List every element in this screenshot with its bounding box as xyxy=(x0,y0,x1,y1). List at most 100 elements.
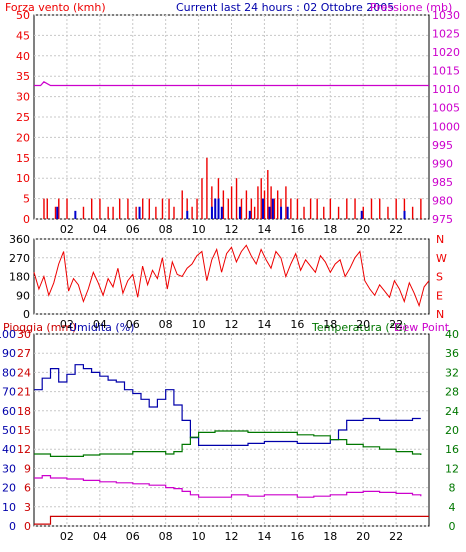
temp-tick-label: 12 xyxy=(445,462,459,475)
wind-bar xyxy=(420,198,422,219)
x-tick-label: 14 xyxy=(257,318,271,331)
rain-tick-label: 18 xyxy=(17,405,31,418)
temperature-axis-title: Temperatura (°C) xyxy=(311,321,407,334)
gust-bar xyxy=(248,210,251,219)
rain-axis-title: Pioggia (mm) xyxy=(3,321,76,334)
compass-label: N xyxy=(436,233,444,246)
x-tick-label: 10 xyxy=(192,223,206,236)
wind-bar xyxy=(403,198,406,219)
x-tick-label: 16 xyxy=(290,530,304,543)
wind-bar xyxy=(211,186,213,219)
wind-bar xyxy=(230,186,233,219)
wind-bar xyxy=(54,206,57,219)
direction-line xyxy=(33,244,430,308)
wind-tick-label: 50 xyxy=(16,9,30,22)
x-tick-label: 10 xyxy=(192,530,206,543)
wind-bar xyxy=(395,198,397,219)
humidity-tick-label: 0 xyxy=(9,520,16,533)
wind-tick-label: 40 xyxy=(16,50,30,63)
x-tick-label: 10 xyxy=(192,318,206,331)
x-tick-label: 12 xyxy=(225,530,239,543)
wind-bar xyxy=(273,198,276,219)
wind-bar xyxy=(250,198,253,219)
pressure-tick-label: 1020 xyxy=(432,46,460,59)
wind-bar xyxy=(107,206,109,219)
x-tick-label: 20 xyxy=(356,223,370,236)
humidity-tick-label: 50 xyxy=(2,424,16,437)
wind-bar xyxy=(260,178,262,219)
rain-tick-label: 0 xyxy=(24,520,31,533)
x-tick-label: 20 xyxy=(356,318,370,331)
x-tick-label: 06 xyxy=(126,530,140,543)
wind-bar xyxy=(66,198,68,219)
pressure-tick-label: 975 xyxy=(432,213,453,226)
x-tick-label: 22 xyxy=(389,223,403,236)
x-tick-label: 02 xyxy=(60,223,74,236)
x-tick-label: 14 xyxy=(257,223,271,236)
gust-bar xyxy=(238,206,241,219)
direction-tick-label: 180 xyxy=(9,271,30,284)
x-tick-label: 04 xyxy=(93,223,107,236)
wind-bar xyxy=(257,186,259,219)
wind-bar xyxy=(46,198,48,219)
x-tick-label: 08 xyxy=(159,318,173,331)
pressure-tick-label: 980 xyxy=(432,194,453,207)
humidity-tick-label: 40 xyxy=(2,443,16,456)
x-tick-label: 22 xyxy=(389,318,403,331)
wind-tick-label: 30 xyxy=(16,91,30,104)
x-tick-label: 22 xyxy=(389,530,403,543)
wind-bar xyxy=(91,198,93,219)
x-tick-label: 06 xyxy=(126,318,140,331)
x-tick-label: 08 xyxy=(159,530,173,543)
wind-bar xyxy=(370,198,373,219)
gust-bar xyxy=(214,198,217,219)
wind-bar xyxy=(155,206,157,219)
wind-bar xyxy=(267,170,269,219)
wind-bar xyxy=(263,190,266,219)
rain-tick-label: 9 xyxy=(24,462,31,475)
direction-tick-label: 90 xyxy=(16,289,30,302)
wind-bar xyxy=(43,198,45,219)
pressure-tick-label: 1030 xyxy=(432,9,460,22)
wind-bar xyxy=(270,186,272,219)
x-tick-label: 18 xyxy=(323,318,337,331)
x-tick-label: 06 xyxy=(126,223,140,236)
wind-tick-label: 35 xyxy=(16,70,30,83)
pressure-tick-label: 1015 xyxy=(432,65,460,78)
rain-tick-label: 3 xyxy=(24,501,31,514)
x-tick-label: 18 xyxy=(323,223,337,236)
wind-bar xyxy=(161,198,164,219)
compass-label: E xyxy=(436,289,443,302)
wind-bar xyxy=(346,198,348,219)
temp-tick-label: 4 xyxy=(449,501,456,514)
x-tick-label: 08 xyxy=(159,223,173,236)
wind-tick-label: 0 xyxy=(23,213,30,226)
wind-bar xyxy=(201,178,203,219)
temp-tick-label: 32 xyxy=(445,366,459,379)
wind-tick-label: 20 xyxy=(16,131,30,144)
x-tick-label: 16 xyxy=(290,318,304,331)
wind-bar xyxy=(379,198,381,219)
wind-bar xyxy=(206,157,208,219)
pressure-tick-label: 1005 xyxy=(432,102,460,115)
gust-bar xyxy=(56,206,59,219)
gust-bar xyxy=(286,206,289,219)
direction-tick-label: 360 xyxy=(9,233,30,246)
x-tick-label: 18 xyxy=(323,530,337,543)
wind-bar xyxy=(285,186,287,219)
temp-tick-label: 20 xyxy=(445,424,459,437)
pressure-tick-label: 990 xyxy=(432,157,453,170)
wind-bar xyxy=(329,198,332,219)
rain-tick-label: 24 xyxy=(17,366,31,379)
wind-bar xyxy=(309,198,312,219)
wind-bar xyxy=(290,198,292,219)
temp-tick-label: 24 xyxy=(445,405,459,418)
rain-tick-label: 6 xyxy=(24,482,31,495)
temp-tick-label: 8 xyxy=(449,482,456,495)
gust-bar xyxy=(138,206,141,219)
wind-bar xyxy=(222,190,225,219)
wind-tick-label: 45 xyxy=(16,29,30,42)
direction-tick-label: 270 xyxy=(9,252,30,265)
temp-tick-label: 28 xyxy=(445,386,459,399)
temperature-line xyxy=(34,430,422,457)
